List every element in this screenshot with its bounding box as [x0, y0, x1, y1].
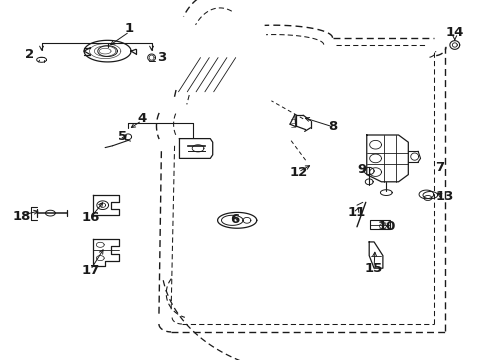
Text: 18: 18 — [13, 210, 31, 222]
Text: 1: 1 — [125, 22, 134, 35]
Text: 4: 4 — [137, 112, 146, 125]
Bar — [369, 220, 389, 229]
Text: 15: 15 — [364, 262, 383, 275]
Text: 17: 17 — [81, 264, 100, 277]
Text: 16: 16 — [81, 211, 100, 224]
Text: 10: 10 — [376, 220, 395, 233]
Text: 7: 7 — [435, 161, 444, 174]
Text: 12: 12 — [288, 166, 307, 179]
Text: 14: 14 — [445, 26, 463, 39]
Text: 8: 8 — [327, 120, 336, 132]
Text: 3: 3 — [157, 51, 165, 64]
Text: 11: 11 — [347, 206, 366, 219]
Text: 5: 5 — [118, 130, 126, 143]
Text: 6: 6 — [230, 213, 239, 226]
Text: 9: 9 — [357, 163, 366, 176]
Text: 13: 13 — [435, 190, 453, 203]
Text: 2: 2 — [25, 48, 34, 60]
